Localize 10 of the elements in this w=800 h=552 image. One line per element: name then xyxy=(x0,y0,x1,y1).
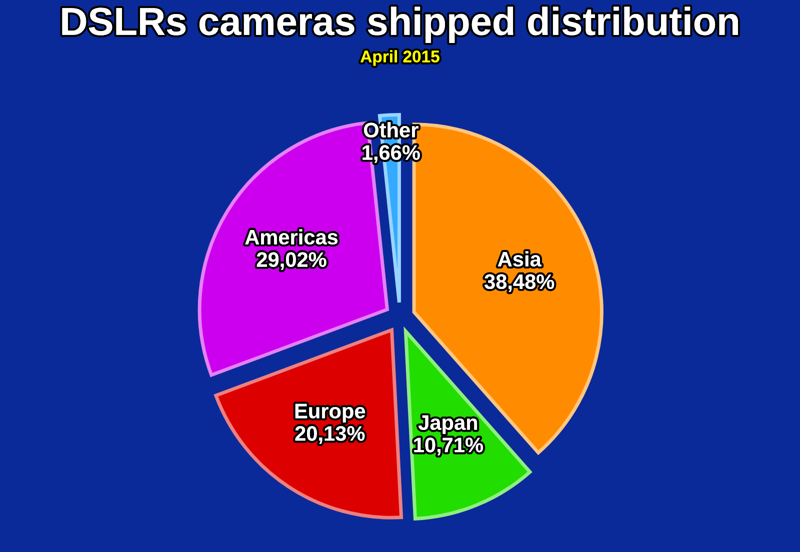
data-label: 10,71% xyxy=(414,438,483,456)
slice-label: Asia xyxy=(498,251,542,267)
slice-label: Americas xyxy=(245,229,338,245)
data-label: 29,02% xyxy=(256,252,326,270)
chart-subtitle: April 2015 xyxy=(360,50,440,66)
data-label: 38,48% xyxy=(484,274,554,292)
data-label: 20,13% xyxy=(295,426,365,444)
slice-label: Japan xyxy=(418,415,478,434)
slice-label: Europe xyxy=(295,404,366,423)
chart-title: DSLRs cameras shipped distribution xyxy=(62,6,738,43)
